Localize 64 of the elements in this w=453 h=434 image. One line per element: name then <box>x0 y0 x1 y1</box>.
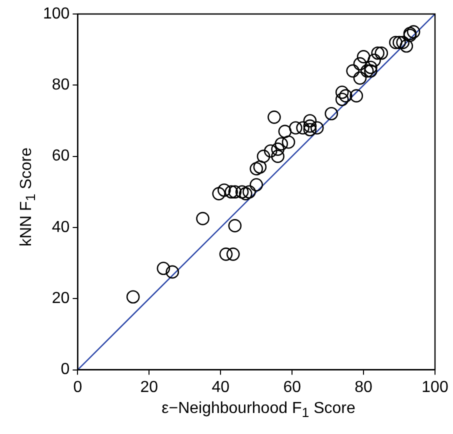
point <box>296 121 310 135</box>
point <box>268 110 281 124</box>
point <box>289 121 302 135</box>
point <box>353 57 367 70</box>
point <box>303 122 317 136</box>
point <box>166 265 180 279</box>
point <box>282 135 296 149</box>
y-tick-label: 80 <box>52 76 70 94</box>
point <box>360 64 374 78</box>
point <box>250 178 263 192</box>
point <box>368 54 381 67</box>
point <box>371 46 384 60</box>
point <box>350 89 364 102</box>
point <box>235 185 249 199</box>
point <box>364 64 378 78</box>
point <box>278 124 292 138</box>
point <box>396 36 410 50</box>
x-tick-label: 40 <box>212 378 230 396</box>
point <box>250 162 263 176</box>
point <box>253 160 267 174</box>
y-tick-label: 0 <box>60 361 70 378</box>
point <box>310 121 324 135</box>
point <box>356 50 370 64</box>
point <box>264 144 278 158</box>
point <box>256 150 270 163</box>
point <box>346 64 360 78</box>
point <box>303 114 317 128</box>
x-tick-label: 80 <box>354 378 373 396</box>
point <box>226 248 240 261</box>
y-tick-label: 20 <box>52 290 70 308</box>
x-axis-title: ε−Neighbourhood F$_{1}$ Score <box>160 400 356 420</box>
point <box>228 185 242 199</box>
point <box>218 183 231 197</box>
point <box>271 150 284 163</box>
point <box>271 142 284 156</box>
point <box>224 185 238 199</box>
y-tick-label: 40 <box>52 218 70 236</box>
point <box>156 262 170 276</box>
point <box>392 36 406 50</box>
point <box>353 71 367 85</box>
x-tick-label: 100 <box>422 378 448 396</box>
point <box>212 187 226 200</box>
point <box>228 219 242 232</box>
point <box>339 89 352 102</box>
x-tick-label: 0 <box>73 378 82 396</box>
point <box>126 290 140 304</box>
point <box>335 86 349 99</box>
point <box>389 36 402 50</box>
point <box>364 60 378 74</box>
point <box>219 248 233 261</box>
x-tick-label: 60 <box>283 378 302 396</box>
y-tick-label: 60 <box>52 148 70 165</box>
y-tick-label: 100 <box>42 5 70 22</box>
point <box>335 92 349 106</box>
point <box>324 106 338 120</box>
point <box>238 187 252 200</box>
point <box>400 39 414 53</box>
point <box>196 212 210 226</box>
point <box>303 119 317 133</box>
point <box>406 25 420 38</box>
point <box>374 46 388 60</box>
x-tick-label: 20 <box>140 378 158 396</box>
point <box>242 185 256 199</box>
point <box>274 137 288 151</box>
